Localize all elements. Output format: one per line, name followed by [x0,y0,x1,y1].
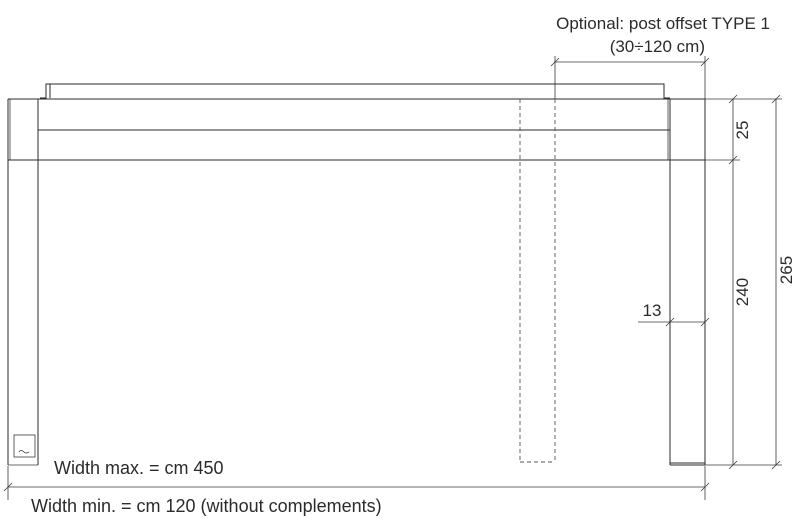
dim-top-beam-label: 25 [733,121,752,140]
dim-post-width-label: 13 [643,301,662,320]
width-min-label: Width min. = cm 120 (without complements… [31,496,382,516]
roof-cap [40,83,670,99]
dim-total-height-label: 265 [777,256,795,284]
right-post [667,99,706,466]
optional-offset-title: Optional: post offset TYPE 1 [556,14,770,33]
vertical-dimension-240-25 [705,94,740,470]
optional-offset-dimension [550,56,710,99]
left-post-base-box [13,434,36,458]
post-width-dimension [638,317,710,327]
width-max-label: Width max. = cm 450 [54,458,224,478]
dim-post-height-label: 240 [733,278,752,306]
optional-offset-range: (30÷120 cm) [610,37,705,56]
left-post [7,99,39,466]
main-beam [8,98,705,161]
optional-offset-post-dashed [519,99,556,463]
bottom-width-dimension [3,466,710,500]
vertical-dimension-265 [740,94,782,470]
